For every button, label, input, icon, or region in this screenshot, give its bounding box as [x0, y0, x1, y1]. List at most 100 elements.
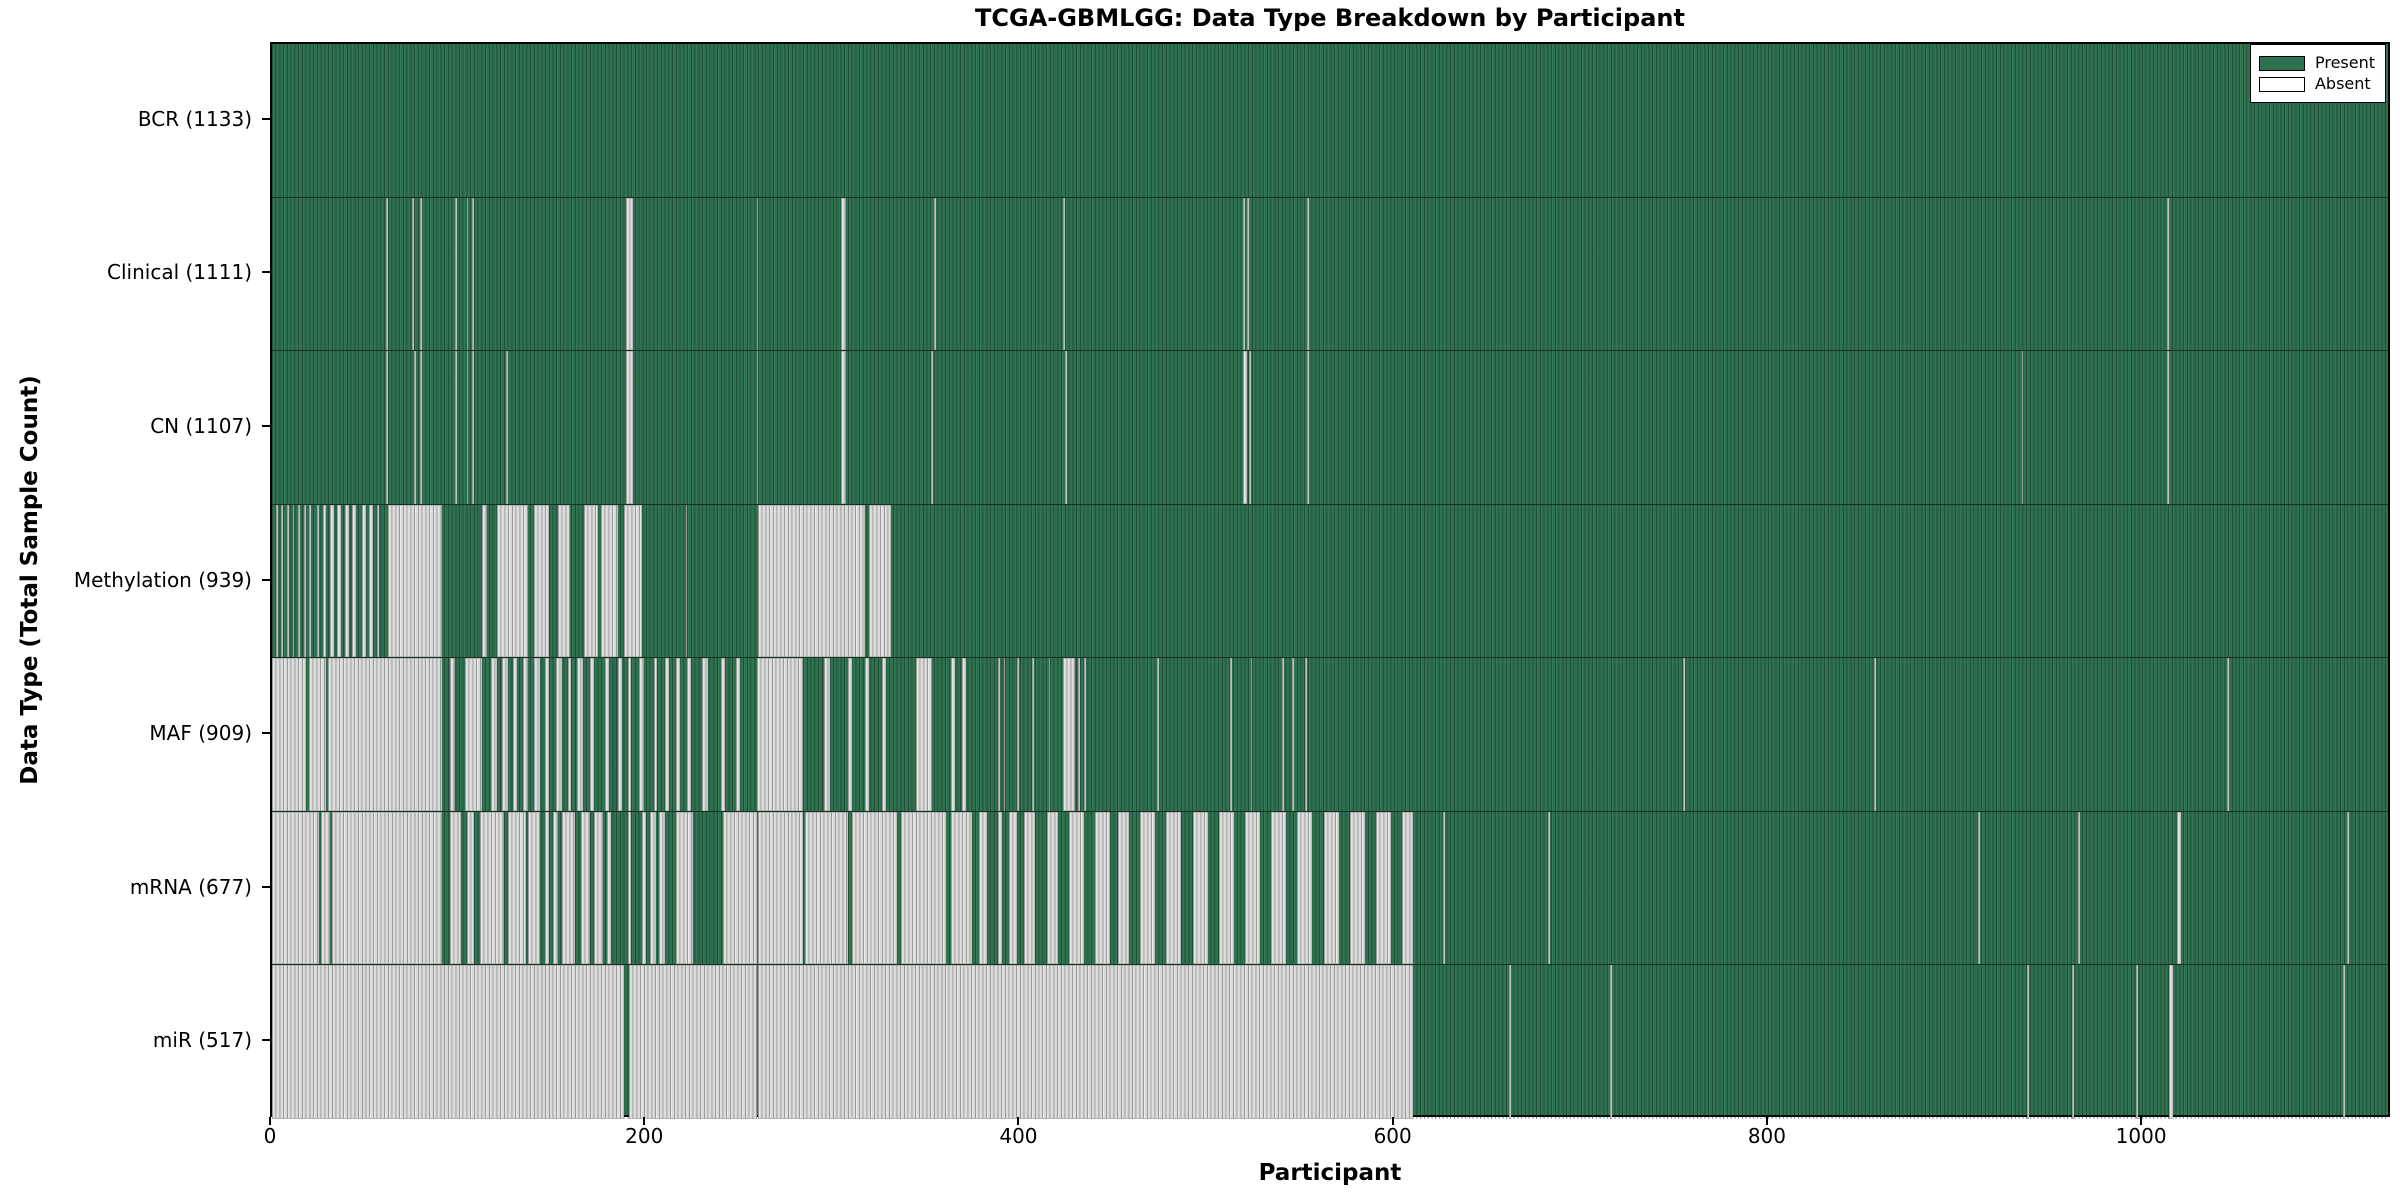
plot-area: [270, 42, 2390, 1119]
absent-segment: [552, 811, 559, 965]
y-tick-mark: [262, 578, 270, 581]
absent-segment: [1349, 811, 1365, 965]
absent-segment: [2072, 965, 2074, 1119]
absent-segment: [449, 811, 461, 965]
absent-segment: [309, 658, 327, 811]
absent-segment: [1609, 965, 1612, 1119]
absent-segment: [1402, 811, 1414, 965]
absent-segment: [758, 811, 804, 965]
absent-segment: [490, 658, 497, 811]
absent-segment: [1009, 811, 1017, 965]
absent-segment: [496, 504, 529, 658]
absent-segment: [1243, 351, 1247, 504]
x-tick-mark: [269, 1117, 271, 1125]
absent-segment: [414, 351, 417, 504]
x-tick-label-600: 600: [1373, 1124, 1412, 1148]
absent-segment: [848, 658, 853, 811]
absent-segment: [472, 351, 475, 504]
absent-segment: [659, 811, 665, 965]
legend-present-label: Present: [2314, 53, 2375, 72]
absent-segment: [2176, 811, 2181, 965]
absent-segment: [1230, 658, 1232, 811]
absent-segment: [664, 658, 669, 811]
row-mir: [272, 965, 2388, 1119]
row-methylation: [272, 504, 2388, 659]
absent-segment: [605, 658, 609, 811]
absent-segment: [275, 504, 278, 658]
absent-segment: [805, 811, 849, 965]
absent-segment: [1016, 658, 1019, 811]
absent-segment: [1003, 658, 1006, 811]
legend-absent-swatch: [2258, 76, 2305, 92]
y-tick-mark: [262, 1039, 270, 1042]
y-tick-mark: [262, 732, 270, 735]
row-maf: [272, 658, 2388, 812]
absent-segment: [481, 504, 488, 658]
absent-segment: [934, 197, 937, 351]
absent-segment: [979, 811, 987, 965]
absent-segment: [352, 504, 357, 658]
absent-segment: [2227, 658, 2230, 811]
absent-segment: [1323, 811, 1339, 965]
absent-segment: [344, 504, 349, 658]
absent-segment: [606, 811, 611, 965]
absent-segment: [449, 658, 456, 811]
absent-segment: [1166, 811, 1182, 965]
absent-segment: [1978, 811, 1981, 965]
absent-segment: [638, 658, 645, 811]
absent-segment: [840, 351, 847, 504]
absent-segment: [676, 658, 680, 811]
legend-absent-label: Absent: [2314, 74, 2371, 93]
absent-segment: [533, 658, 540, 811]
absent-segment: [455, 197, 458, 351]
absent-segment: [1375, 811, 1391, 965]
y-tick-label-methylation: Methylation (939): [73, 567, 252, 592]
absent-segment: [513, 658, 518, 811]
absent-segment: [998, 811, 1002, 965]
absent-segment: [386, 351, 388, 504]
absent-segment: [1218, 811, 1234, 965]
absent-segment: [629, 965, 757, 1119]
absent-segment: [1065, 351, 1068, 504]
row-clinical: [272, 197, 2388, 352]
absent-segment: [1244, 811, 1260, 965]
absent-segment: [281, 504, 284, 658]
absent-segment: [2027, 965, 2029, 1119]
absent-segment: [466, 197, 469, 351]
absent-segment: [1078, 658, 1081, 811]
absent-segment: [286, 504, 289, 658]
absent-segment: [556, 658, 563, 811]
absent-segment: [361, 504, 366, 658]
absent-segment: [756, 351, 759, 504]
y-tick-label-mrna: mRNA (677): [129, 874, 252, 899]
absent-segment: [840, 197, 847, 351]
absent-segment: [625, 197, 634, 351]
absent-segment: [412, 197, 415, 351]
absent-segment: [545, 658, 549, 811]
absent-segment: [1069, 811, 1085, 965]
absent-segment: [2167, 351, 2170, 504]
absent-segment: [466, 811, 475, 965]
absent-segment: [328, 658, 443, 811]
absent-segment: [1248, 351, 1251, 504]
absent-segment: [756, 197, 759, 351]
absent-segment: [464, 658, 482, 811]
absent-segment: [590, 658, 594, 811]
absent-segment: [522, 658, 529, 811]
absent-segment: [386, 197, 388, 351]
absent-segment: [758, 965, 1414, 1119]
absent-segment: [900, 811, 946, 965]
absent-segment: [685, 504, 688, 658]
absent-segment: [756, 658, 804, 811]
absent-segment: [1304, 658, 1307, 811]
y-tick-label-mir: miR (517): [152, 1028, 252, 1053]
absent-segment: [593, 811, 604, 965]
absent-segment: [627, 811, 632, 965]
absent-segment: [272, 658, 306, 811]
absent-segment: [623, 504, 643, 658]
absent-segment: [618, 658, 622, 811]
legend-present-swatch: [2258, 55, 2305, 71]
y-tick-mark: [262, 271, 270, 274]
absent-segment: [337, 504, 342, 658]
absent-segment: [1297, 811, 1313, 965]
